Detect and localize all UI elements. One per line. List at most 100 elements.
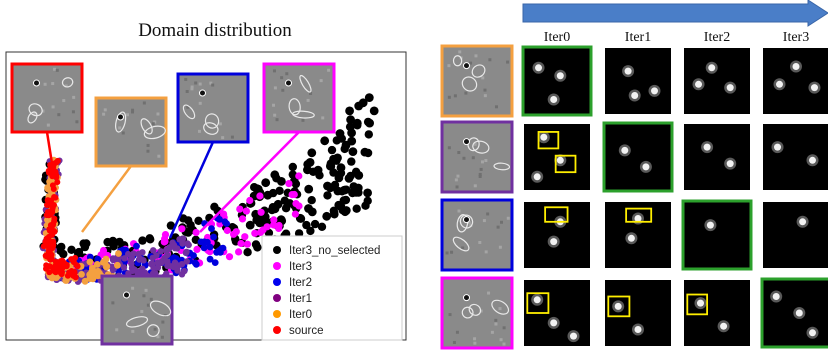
texture-speck — [102, 112, 106, 116]
texture-speck — [281, 88, 285, 92]
texture-speck — [130, 110, 134, 114]
texture-speck — [490, 330, 494, 334]
texture-speck — [483, 88, 487, 92]
legend-marker — [273, 326, 281, 334]
bright-spot — [556, 72, 564, 80]
scatter-point — [139, 265, 146, 272]
texture-speck — [272, 103, 276, 107]
scatter-point — [193, 245, 201, 253]
legend-marker — [273, 294, 281, 302]
row-thumbnail — [440, 120, 514, 194]
cell-shape — [472, 140, 490, 154]
texture-speck — [455, 185, 459, 189]
texture-speck — [447, 64, 451, 68]
row-thumbnail — [440, 276, 514, 350]
scatter-point — [52, 274, 60, 282]
scatter-point — [270, 170, 280, 180]
scatter-point — [251, 240, 261, 249]
texture-speck — [502, 342, 506, 346]
iteration-cell — [684, 280, 750, 346]
scatter-point — [326, 161, 335, 171]
scatter-point — [246, 196, 254, 205]
legend-marker — [273, 262, 281, 270]
texture-speck — [474, 54, 478, 58]
scatter-point — [78, 271, 85, 278]
scatter-point — [138, 236, 147, 245]
texture-speck — [149, 297, 153, 301]
texture-speck — [484, 159, 488, 163]
scatter-point — [103, 263, 110, 271]
scatter-point — [178, 271, 186, 278]
scatter-point — [232, 228, 240, 236]
scatter-point — [192, 228, 200, 237]
scatter-point — [263, 190, 273, 200]
cell-shape — [203, 122, 219, 135]
texture-speck — [306, 98, 310, 102]
scatter-point — [253, 184, 263, 194]
texture-speck — [197, 129, 201, 133]
scatter-point — [360, 147, 370, 157]
scatter-point — [114, 261, 121, 269]
bright-spot — [624, 67, 632, 75]
scatter-point — [74, 263, 81, 270]
scatter-point — [49, 241, 56, 248]
texture-speck — [64, 84, 68, 88]
texture-speck — [131, 329, 135, 333]
bright-spot — [627, 234, 635, 242]
scatter-point — [153, 252, 160, 259]
texture-speck — [445, 251, 449, 255]
texture-speck — [111, 301, 115, 305]
legend-label: Iter2 — [289, 277, 312, 289]
scatter-point — [335, 129, 345, 138]
scatter-point — [288, 170, 297, 179]
scatter-point — [225, 253, 234, 261]
scatter-point — [295, 202, 303, 210]
texture-speck — [151, 122, 155, 126]
cell-shape — [146, 324, 160, 338]
scatter-point — [220, 210, 228, 218]
texture-speck — [51, 82, 55, 86]
texture-speck — [301, 118, 305, 122]
scatter-point — [115, 250, 122, 257]
scatter-point — [237, 239, 245, 248]
scatter-point — [52, 269, 59, 276]
bright-spot — [550, 319, 558, 327]
selected-iteration-border — [760, 277, 828, 349]
cell-nucleus — [123, 291, 130, 299]
cell-shape — [149, 300, 172, 317]
texture-speck — [198, 82, 202, 86]
bright-spot — [695, 80, 703, 88]
iteration-header: Iter2 — [704, 30, 730, 45]
legend-marker — [273, 278, 281, 286]
scatter-point — [364, 93, 374, 102]
texture-speck — [194, 81, 198, 85]
callout-leader-line — [80, 165, 133, 233]
texture-speck — [221, 136, 225, 140]
scatter-point — [340, 185, 349, 195]
texture-speck — [142, 294, 146, 298]
scatter-point — [348, 188, 357, 198]
cell-shape — [140, 118, 153, 135]
row-thumbnail — [440, 198, 514, 272]
scatter-point — [243, 248, 252, 257]
cell-nucleus — [117, 113, 124, 121]
bright-spot — [708, 64, 716, 72]
texture-speck — [488, 58, 492, 62]
scatter-point — [179, 235, 187, 242]
scatter-point — [291, 210, 299, 218]
texture-speck — [481, 76, 485, 80]
scatter-point — [208, 225, 215, 233]
bright-spot — [720, 322, 728, 330]
scatter-point — [43, 242, 50, 249]
scatter-point — [49, 222, 56, 229]
texture-speck — [448, 313, 452, 317]
scatter-point — [327, 145, 337, 155]
scatter-point — [363, 188, 372, 198]
texture-speck — [454, 178, 458, 182]
scatter-point — [323, 191, 332, 200]
texture-speck — [153, 120, 157, 124]
texture-speck — [473, 142, 477, 146]
scatter-point — [275, 186, 284, 195]
texture-speck — [146, 143, 150, 147]
bright-spot — [792, 62, 800, 70]
